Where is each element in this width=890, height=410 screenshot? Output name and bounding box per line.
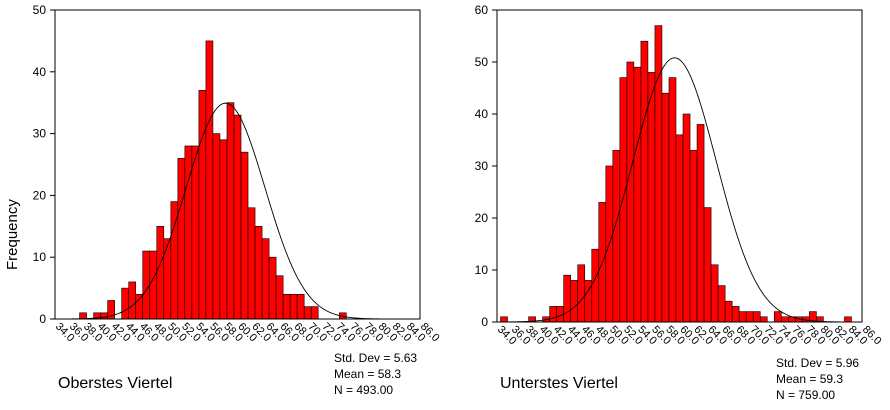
histogram-bar <box>177 158 186 320</box>
histogram-bar <box>752 311 761 323</box>
histogram-bar <box>212 133 221 320</box>
histogram-bar <box>696 124 705 323</box>
y-tick-label: 20 <box>475 211 489 225</box>
histogram-bar <box>303 306 312 320</box>
histogram-bar <box>759 316 768 323</box>
y-tick-label: 60 <box>475 3 489 17</box>
stat-mean: Mean = 59.3 <box>776 372 844 386</box>
y-tick-label: 50 <box>475 55 489 69</box>
histogram-bar <box>563 274 572 323</box>
y-tick-label: 50 <box>33 3 47 17</box>
histogram-bar <box>682 113 691 323</box>
histogram-bar <box>135 293 144 320</box>
histogram-bar <box>549 306 557 323</box>
histogram-bar <box>219 139 228 320</box>
histogram-bar <box>240 151 249 320</box>
histogram-bar <box>703 207 712 323</box>
histogram-bar <box>570 280 579 323</box>
stat-std-dev: Std. Dev = 5.96 <box>776 356 860 370</box>
histogram-bar <box>731 306 740 323</box>
histogram-bar <box>738 311 747 323</box>
histogram-bar <box>780 316 789 323</box>
histogram-bar <box>654 25 663 323</box>
histogram-bar <box>163 238 172 320</box>
histogram-bar <box>233 114 242 320</box>
stats-box-right: Std. Dev = 5.96 Mean = 59.3 N = 759.00 <box>776 355 859 403</box>
y-tick-label: 40 <box>33 65 47 79</box>
histogram-bar <box>689 150 698 323</box>
histogram-bar <box>261 238 270 320</box>
histogram-bar <box>773 311 782 323</box>
histogram-bar <box>128 281 137 320</box>
y-tick-label: 10 <box>33 250 47 264</box>
y-tick-label: 0 <box>481 315 488 329</box>
stat-n: N = 759.00 <box>776 388 836 402</box>
stat-mean: Mean = 58.3 <box>334 367 402 381</box>
histogram-bar <box>247 207 256 320</box>
y-axis-label: Frequency <box>4 199 21 270</box>
histogram-bar <box>668 77 677 323</box>
histogram-bar <box>142 250 151 320</box>
histogram-bar <box>191 145 200 320</box>
histogram-bar <box>619 77 628 323</box>
histogram-bar <box>254 226 263 320</box>
stat-std-dev: Std. Dev = 5.63 <box>334 351 418 365</box>
histogram-bar <box>626 61 635 323</box>
histogram-bar <box>675 134 684 323</box>
y-tick-label: 0 <box>39 312 46 326</box>
histogram-bar <box>121 287 130 320</box>
histogram-bar <box>282 293 291 320</box>
histogram-bar <box>156 226 165 320</box>
y-tick-label: 10 <box>475 263 489 277</box>
histogram-bar <box>647 72 656 323</box>
histogram-bar <box>100 312 108 320</box>
histogram-bar <box>661 92 670 323</box>
chart-right: 010203040506034.036.038.040.042.044.046.… <box>475 3 884 347</box>
chart-name-left: Oberstes Viertel <box>58 375 173 392</box>
y-tick-label: 20 <box>33 188 47 202</box>
histogram-bar <box>296 293 305 320</box>
y-tick-label: 40 <box>475 107 489 121</box>
histogram-bar <box>79 312 87 320</box>
histogram-bar <box>633 66 642 323</box>
plot-frame <box>54 9 421 320</box>
histogram-bar <box>710 264 719 323</box>
normal-curve <box>496 57 862 323</box>
histogram-bar <box>226 102 235 320</box>
normal-curve <box>55 102 420 320</box>
histogram-bar <box>724 300 733 323</box>
stat-n: N = 493.00 <box>334 383 394 397</box>
histogram-bar <box>745 311 754 323</box>
chart-left: 0102030405034.036.038.040.042.044.046.04… <box>33 3 442 344</box>
histogram-bar <box>717 285 726 323</box>
histogram-bar <box>289 293 298 320</box>
histogram-bar <box>500 316 508 323</box>
histogram-bar <box>275 275 284 320</box>
histogram-bar <box>198 90 207 320</box>
histogram-bar <box>844 316 852 323</box>
chart-name-right: Unterstes Viertel <box>500 375 618 392</box>
histogram-bar <box>268 256 277 320</box>
histogram-bar <box>205 40 214 320</box>
stats-box-left: Std. Dev = 5.63 Mean = 58.3 N = 493.00 <box>334 350 417 398</box>
histogram-bar <box>577 264 586 323</box>
histogram-bar <box>640 40 649 323</box>
histogram-bar <box>612 150 621 323</box>
histogram-bar <box>149 250 158 320</box>
histogram-bar <box>591 248 600 323</box>
y-tick-label: 30 <box>475 159 489 173</box>
y-tick-label: 30 <box>33 127 47 141</box>
histogram-bar <box>310 306 319 320</box>
